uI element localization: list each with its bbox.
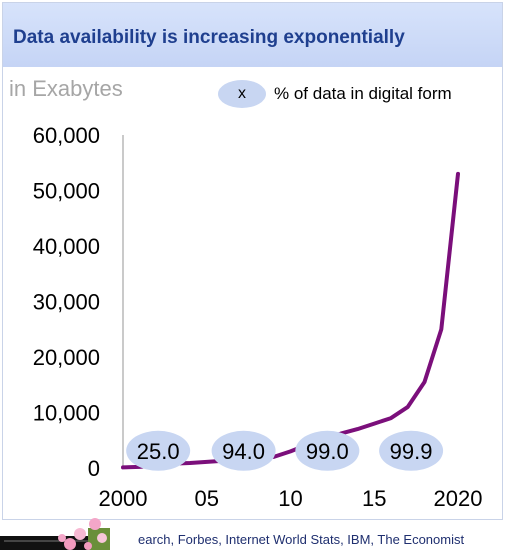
chart-title: Data availability is increasing exponent…: [13, 27, 405, 48]
y-tick-label: 40,000: [33, 234, 100, 259]
x-tick-label: 15: [362, 486, 386, 511]
x-tick-label: 2020: [434, 486, 483, 511]
units-label: in Exabytes: [9, 76, 123, 101]
percentage-label: 99.9: [390, 439, 433, 464]
x-tick-label: 05: [195, 486, 219, 511]
x-tick-label: 10: [278, 486, 302, 511]
percentage-bubble: [295, 430, 360, 471]
legend-text: % of data in digital form: [274, 84, 452, 103]
y-tick-label: 10,000: [33, 401, 100, 426]
y-tick-label: 60,000: [33, 123, 100, 148]
y-tick-label: 20,000: [33, 345, 100, 370]
title-bar: Data availability is increasing exponent…: [3, 3, 502, 67]
percentage-bubble: [379, 430, 444, 471]
series-line: [121, 171, 460, 470]
percentage-label: 25.0: [137, 439, 180, 464]
percentage-label: 99.0: [306, 439, 349, 464]
y-tick-label: 0: [88, 456, 100, 481]
y-tick-label: 30,000: [33, 290, 100, 315]
legend: x % of data in digital form: [218, 80, 452, 108]
line-chart: 0 10,000 20,000 30,000 40,000 50,000 60,000 200…: [33, 123, 483, 511]
legend-marker: x: [218, 80, 266, 108]
percentage-bubble: [126, 430, 191, 471]
source-text: earch, Forbes, Internet World Stats, IBM…: [138, 532, 465, 547]
cherry-blossom-icon: [0, 518, 110, 550]
y-tick-label: 50,000: [33, 179, 100, 204]
percentage-bubble: [211, 430, 276, 471]
percentage-label: 94.0: [222, 439, 265, 464]
x-tick-label: 2000: [99, 486, 148, 511]
